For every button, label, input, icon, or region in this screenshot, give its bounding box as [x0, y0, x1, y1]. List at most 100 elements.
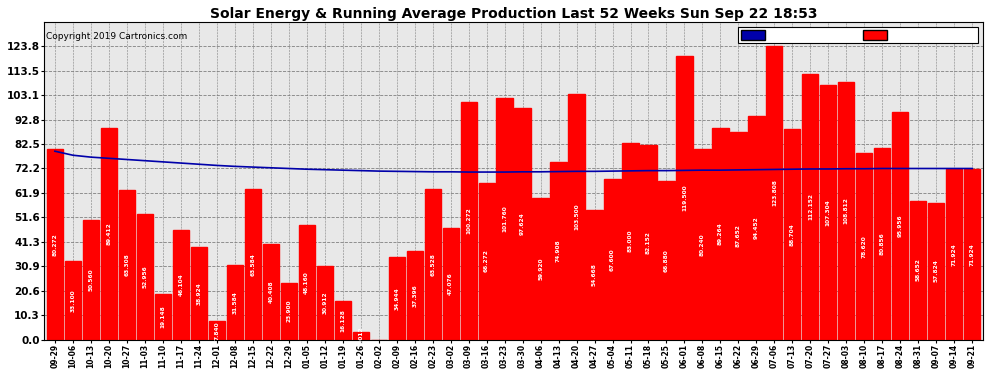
- Bar: [874, 148, 890, 339]
- Text: 80.856: 80.856: [880, 232, 885, 255]
- Bar: [137, 214, 152, 339]
- Text: 31.584: 31.584: [233, 291, 238, 314]
- Text: 89.412: 89.412: [106, 222, 111, 245]
- Text: 97.624: 97.624: [520, 213, 525, 235]
- Bar: [443, 228, 458, 339]
- Text: 66.880: 66.880: [664, 249, 669, 272]
- Bar: [497, 99, 513, 339]
- Text: 33.100: 33.100: [70, 289, 75, 312]
- Bar: [641, 145, 656, 339]
- Text: 80.272: 80.272: [52, 233, 57, 256]
- Bar: [748, 116, 764, 339]
- Text: 57.824: 57.824: [934, 260, 939, 282]
- Bar: [209, 321, 225, 339]
- Bar: [946, 169, 962, 339]
- Bar: [407, 251, 423, 339]
- Bar: [515, 108, 531, 339]
- Text: 50.560: 50.560: [88, 268, 93, 291]
- Bar: [299, 225, 315, 339]
- Text: 63.584: 63.584: [250, 253, 255, 276]
- Text: 82.152: 82.152: [646, 231, 651, 254]
- Bar: [317, 266, 333, 339]
- Bar: [964, 169, 980, 339]
- Text: 38.924: 38.924: [196, 282, 201, 305]
- Text: 71.924: 71.924: [951, 243, 956, 266]
- Bar: [83, 220, 99, 339]
- Text: 89.264: 89.264: [718, 222, 723, 245]
- Bar: [802, 74, 819, 339]
- Bar: [766, 46, 782, 339]
- Text: 7.840: 7.840: [214, 321, 220, 339]
- Text: 66.272: 66.272: [484, 250, 489, 273]
- Bar: [694, 150, 711, 339]
- Text: 103.500: 103.500: [574, 204, 579, 230]
- Bar: [605, 179, 621, 339]
- Bar: [713, 128, 729, 339]
- Text: 83.000: 83.000: [628, 230, 633, 252]
- Bar: [586, 210, 603, 339]
- Text: Copyright 2019 Cartronics.com: Copyright 2019 Cartronics.com: [46, 32, 187, 40]
- Bar: [154, 294, 171, 339]
- Text: 63.528: 63.528: [430, 253, 436, 276]
- Text: 54.668: 54.668: [592, 263, 597, 286]
- Bar: [352, 332, 369, 339]
- Text: 87.652: 87.652: [736, 224, 741, 247]
- Text: 71.924: 71.924: [970, 243, 975, 266]
- Bar: [262, 244, 279, 339]
- Bar: [119, 189, 135, 339]
- Bar: [47, 149, 63, 339]
- Text: 108.812: 108.812: [843, 197, 848, 224]
- Bar: [623, 143, 639, 339]
- Bar: [892, 112, 909, 339]
- Bar: [172, 230, 189, 339]
- Text: 67.600: 67.600: [610, 248, 615, 271]
- Text: 19.148: 19.148: [160, 306, 165, 328]
- Bar: [658, 181, 674, 339]
- Text: 100.272: 100.272: [466, 207, 471, 234]
- Text: 46.104: 46.104: [178, 273, 183, 296]
- Text: 101.760: 101.760: [502, 206, 507, 232]
- Bar: [191, 248, 207, 339]
- Text: 112.152: 112.152: [808, 193, 813, 220]
- Bar: [388, 257, 405, 339]
- Legend: Average  (kWh), Weekly  (kWh): Average (kWh), Weekly (kWh): [738, 27, 978, 43]
- Text: 52.956: 52.956: [143, 266, 148, 288]
- Text: 63.308: 63.308: [125, 253, 130, 276]
- Bar: [64, 261, 81, 339]
- Text: 78.620: 78.620: [862, 235, 867, 258]
- Bar: [856, 153, 872, 339]
- Text: 59.920: 59.920: [538, 257, 544, 280]
- Text: 40.408: 40.408: [268, 280, 273, 303]
- Text: 94.452: 94.452: [754, 216, 759, 239]
- Text: 23.900: 23.900: [286, 300, 291, 322]
- Bar: [910, 201, 927, 339]
- Bar: [335, 301, 350, 339]
- Text: 95.956: 95.956: [898, 214, 903, 237]
- Bar: [929, 202, 944, 339]
- Text: 37.396: 37.396: [412, 284, 417, 307]
- Bar: [478, 183, 495, 339]
- Bar: [101, 128, 117, 339]
- Text: 107.304: 107.304: [826, 199, 831, 226]
- Text: 119.500: 119.500: [682, 184, 687, 211]
- Text: 123.808: 123.808: [772, 180, 777, 206]
- Title: Solar Energy & Running Average Production Last 52 Weeks Sun Sep 22 18:53: Solar Energy & Running Average Productio…: [210, 7, 818, 21]
- Text: 80.240: 80.240: [700, 233, 705, 256]
- Bar: [245, 189, 260, 339]
- Text: 47.076: 47.076: [448, 272, 453, 295]
- Bar: [227, 265, 243, 339]
- Bar: [839, 82, 854, 339]
- Bar: [550, 162, 566, 339]
- Text: 74.908: 74.908: [556, 240, 561, 262]
- Text: 30.912: 30.912: [322, 292, 328, 314]
- Bar: [676, 57, 693, 339]
- Text: 34.944: 34.944: [394, 287, 399, 309]
- Bar: [460, 102, 477, 339]
- Bar: [731, 132, 746, 339]
- Text: 48.160: 48.160: [304, 271, 309, 294]
- Bar: [425, 189, 441, 339]
- Bar: [821, 86, 837, 339]
- Bar: [533, 198, 548, 339]
- Text: 3.012: 3.012: [358, 327, 363, 345]
- Bar: [568, 94, 585, 339]
